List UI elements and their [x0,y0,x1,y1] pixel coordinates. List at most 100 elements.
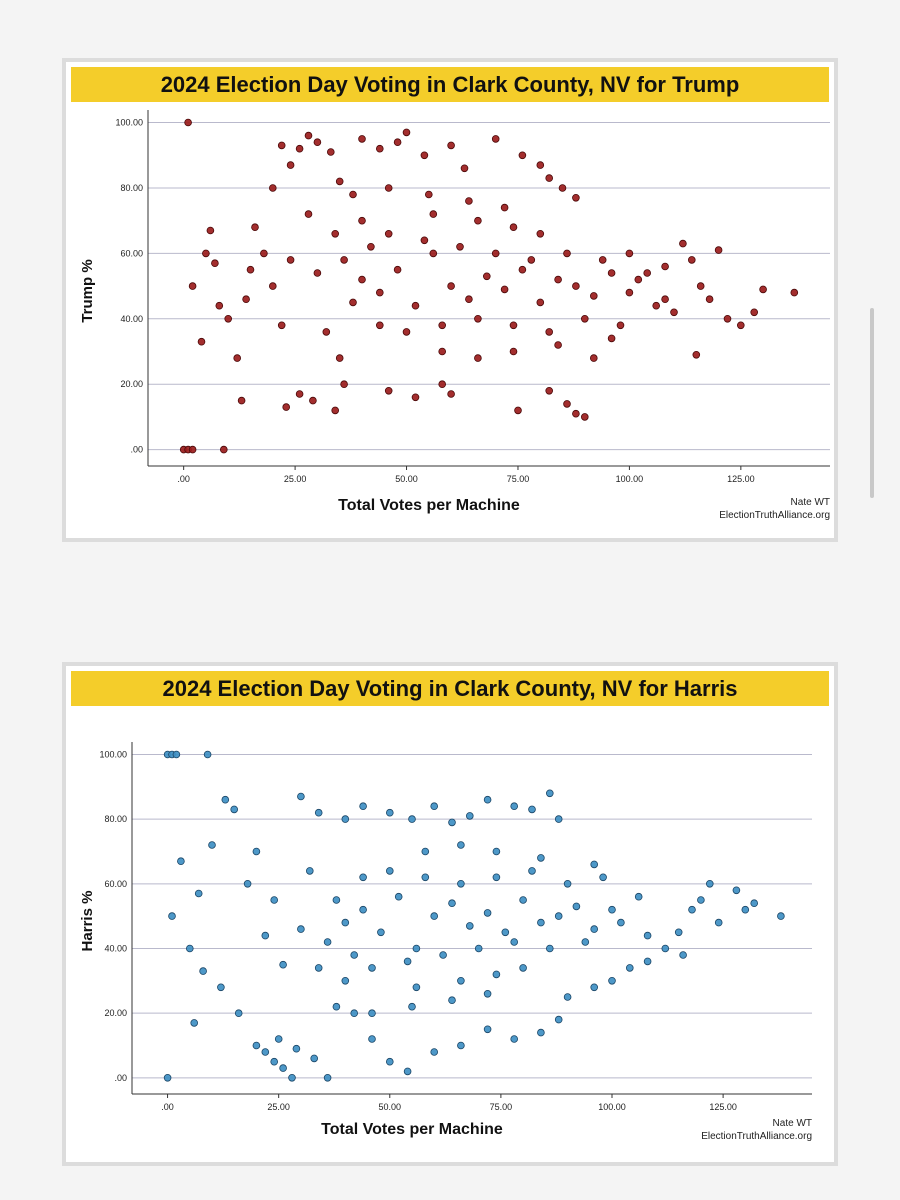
data-point [384,184,393,192]
data-point [509,347,518,356]
data-point [617,918,625,927]
data-point [554,341,562,349]
data-point [384,230,393,238]
data-point [741,905,750,914]
data-point [261,931,270,940]
data-point [188,445,197,454]
x-tick-label: .00 [177,474,190,484]
data-point [465,295,473,304]
y-axis-label: Harris % [79,891,96,952]
data-point [279,960,287,969]
data-point [590,860,598,869]
data-point [537,1028,545,1037]
x-axis-label: Total Votes per Machine [338,497,520,514]
data-point [519,964,527,972]
data-point [465,922,474,930]
data-point [359,802,367,811]
data-point [500,285,509,294]
data-point [242,295,250,304]
data-point [643,269,651,277]
x-tick-label: 100.00 [616,474,644,484]
data-point [208,841,216,849]
data-point [554,275,562,284]
data-point [234,1009,243,1018]
data-point [279,1064,287,1072]
data-point [377,928,385,937]
data-point [457,1041,465,1050]
data-point [465,812,474,820]
data-point [341,918,350,927]
data-point [750,308,758,317]
data-point [408,815,416,823]
data-point [270,1057,279,1066]
page-scrollbar[interactable] [870,308,874,498]
data-point [252,847,261,856]
data-point [750,899,758,908]
data-point [608,905,616,914]
data-point [310,1054,319,1063]
data-point [510,938,519,946]
data-point [314,964,323,972]
credit-text: Nate WT [791,497,830,508]
data-point [580,413,589,421]
data-point [186,944,194,953]
data-point [581,938,590,946]
data-point [408,1002,416,1011]
data-point [323,1073,332,1082]
data-point [206,226,215,235]
x-tick-label: 125.00 [709,1102,737,1112]
data-point [421,847,430,856]
data-point [736,321,745,330]
data-point [448,996,456,1005]
data-point [661,295,669,304]
data-point [430,1048,439,1056]
data-point [260,249,268,258]
data-point [625,964,634,972]
data-point [359,905,367,914]
data-point [447,282,455,290]
x-tick-label: 50.00 [395,474,418,484]
data-point [202,249,210,258]
data-point [421,873,430,882]
data-point [714,918,723,927]
y-axis-label: Trump % [79,259,96,322]
data-point [705,880,714,888]
data-point [368,1035,376,1043]
data-point [385,808,394,817]
data-point [306,867,314,875]
data-point [172,750,181,759]
data-point [211,259,219,268]
data-point [313,138,322,146]
data-point [350,1009,359,1018]
data-point [199,967,207,975]
data-point [554,1015,563,1024]
data-point [197,337,206,346]
data-point [359,873,367,882]
data-point [790,288,799,297]
data-point [510,802,519,811]
x-tick-label: .00 [161,1102,174,1112]
data-point [368,1009,376,1018]
data-point [349,190,357,199]
data-point [217,983,225,992]
data-point [282,403,291,411]
data-point [448,818,456,827]
data-point [598,256,607,264]
data-point [545,789,554,798]
data-point [634,892,643,901]
data-point [545,174,554,182]
data-point [670,308,678,317]
data-point [474,216,482,225]
data-point [661,262,669,271]
data-point [243,880,252,888]
data-point [607,334,616,343]
y-tick-label: .00 [130,445,143,455]
data-point [384,386,393,395]
x-tick-label: 25.00 [267,1102,290,1112]
x-tick-label: 50.00 [379,1102,402,1112]
credit-text: ElectionTruthAlliance.org [701,1131,812,1142]
data-point [732,886,741,895]
data-point [224,314,233,323]
data-point [482,272,491,281]
data-point [687,256,696,264]
